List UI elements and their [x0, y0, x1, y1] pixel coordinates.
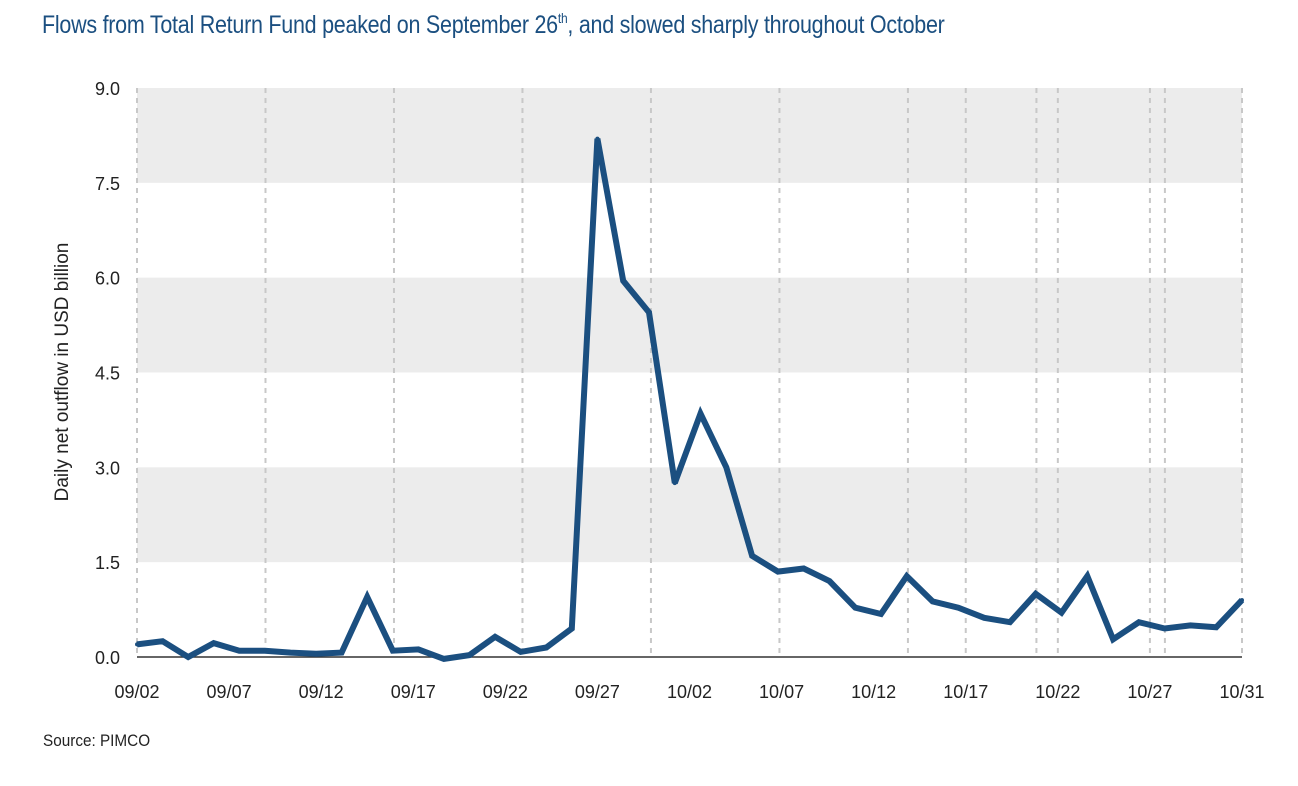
data-point — [827, 579, 832, 584]
source-note: Source: PIMCO — [43, 731, 151, 750]
vertical-gridlines — [136, 88, 1243, 657]
y-axis-label: Daily net outflow in USD billion — [52, 243, 73, 502]
data-point — [595, 136, 600, 141]
data-point — [750, 553, 755, 558]
data-point — [518, 649, 523, 654]
data-point — [1136, 620, 1141, 625]
data-point — [416, 647, 421, 652]
y-tick-label: 6.0 — [95, 269, 120, 289]
x-tick-label: 10/12 — [851, 682, 896, 702]
data-point — [1085, 574, 1090, 579]
data-point — [775, 569, 780, 574]
data-point — [441, 656, 446, 661]
data-point — [1033, 591, 1038, 596]
data-point — [672, 481, 677, 486]
data-point — [1162, 626, 1167, 631]
data-point — [853, 605, 858, 610]
chart-title: Flows from Total Return Fund peaked on S… — [42, 10, 945, 40]
data-point — [1188, 623, 1193, 628]
line-chart: 0.01.53.04.56.07.59.0 09/02 09/07 09/12 09/… — [52, 79, 1265, 702]
data-point — [569, 626, 574, 631]
y-tick-label: 4.5 — [95, 364, 120, 384]
data-point — [930, 599, 935, 604]
data-point — [904, 574, 909, 579]
grid-band — [137, 467, 1242, 563]
data-point — [698, 411, 703, 416]
x-tick-label: 09/22 — [483, 682, 528, 702]
x-tick-label: 10/07 — [759, 682, 804, 702]
x-tick-label: 09/02 — [114, 682, 159, 702]
data-point — [211, 641, 216, 646]
data-point — [467, 653, 472, 658]
data-point — [1111, 637, 1116, 642]
x-tick-label: 10/02 — [667, 682, 712, 702]
data-point — [314, 651, 319, 656]
grid-band — [137, 277, 1242, 373]
data-point — [186, 655, 191, 659]
data-point — [365, 594, 370, 599]
data-point — [982, 615, 987, 620]
x-tick-label: 09/27 — [575, 682, 620, 702]
data-point — [1214, 625, 1219, 630]
x-tick-label: 10/22 — [1035, 682, 1080, 702]
chart-title-superscript: th — [557, 10, 568, 26]
x-axis-ticks: 09/02 09/07 09/12 09/17 09/22 09/27 10/02 10/07… — [114, 682, 1264, 702]
data-point — [646, 310, 651, 315]
series-points — [135, 136, 1244, 661]
data-point — [262, 648, 267, 653]
data-point — [1007, 620, 1012, 625]
y-tick-label: 1.5 — [95, 553, 120, 573]
data-point — [1240, 598, 1244, 603]
data-point — [135, 642, 139, 647]
background-bands — [137, 88, 1242, 563]
chart-title-rest: , and slowed sharply throughout October — [567, 11, 945, 39]
grid-band — [137, 88, 1242, 183]
data-point — [724, 465, 729, 470]
data-point — [288, 650, 293, 655]
y-tick-label: 9.0 — [95, 79, 120, 99]
chart-title-main: Flows from Total Return Fund peaked on S… — [42, 11, 558, 39]
data-point — [956, 605, 961, 610]
x-tick-label: 09/12 — [299, 682, 344, 702]
y-tick-label: 3.0 — [95, 458, 120, 478]
data-point — [237, 648, 242, 653]
y-axis-ticks: 0.0 1.5 3.0 4.5 6.0 7.5 9.0 — [95, 79, 120, 668]
data-point — [493, 634, 498, 639]
data-point — [544, 645, 549, 650]
x-tick-label: 10/17 — [943, 682, 988, 702]
data-point — [160, 639, 165, 644]
series-line — [136, 138, 1245, 662]
y-tick-label: 0.0 — [95, 648, 120, 668]
data-point — [621, 278, 626, 283]
data-point — [1059, 610, 1064, 615]
y-tick-label: 7.5 — [95, 174, 120, 194]
x-tick-label: 10/31 — [1219, 682, 1264, 702]
x-tick-label: 10/27 — [1127, 682, 1172, 702]
data-point — [801, 566, 806, 571]
data-point — [390, 648, 395, 653]
x-tick-label: 09/07 — [207, 682, 252, 702]
data-point — [339, 650, 344, 655]
x-tick-label: 09/17 — [391, 682, 436, 702]
data-point — [879, 612, 884, 617]
